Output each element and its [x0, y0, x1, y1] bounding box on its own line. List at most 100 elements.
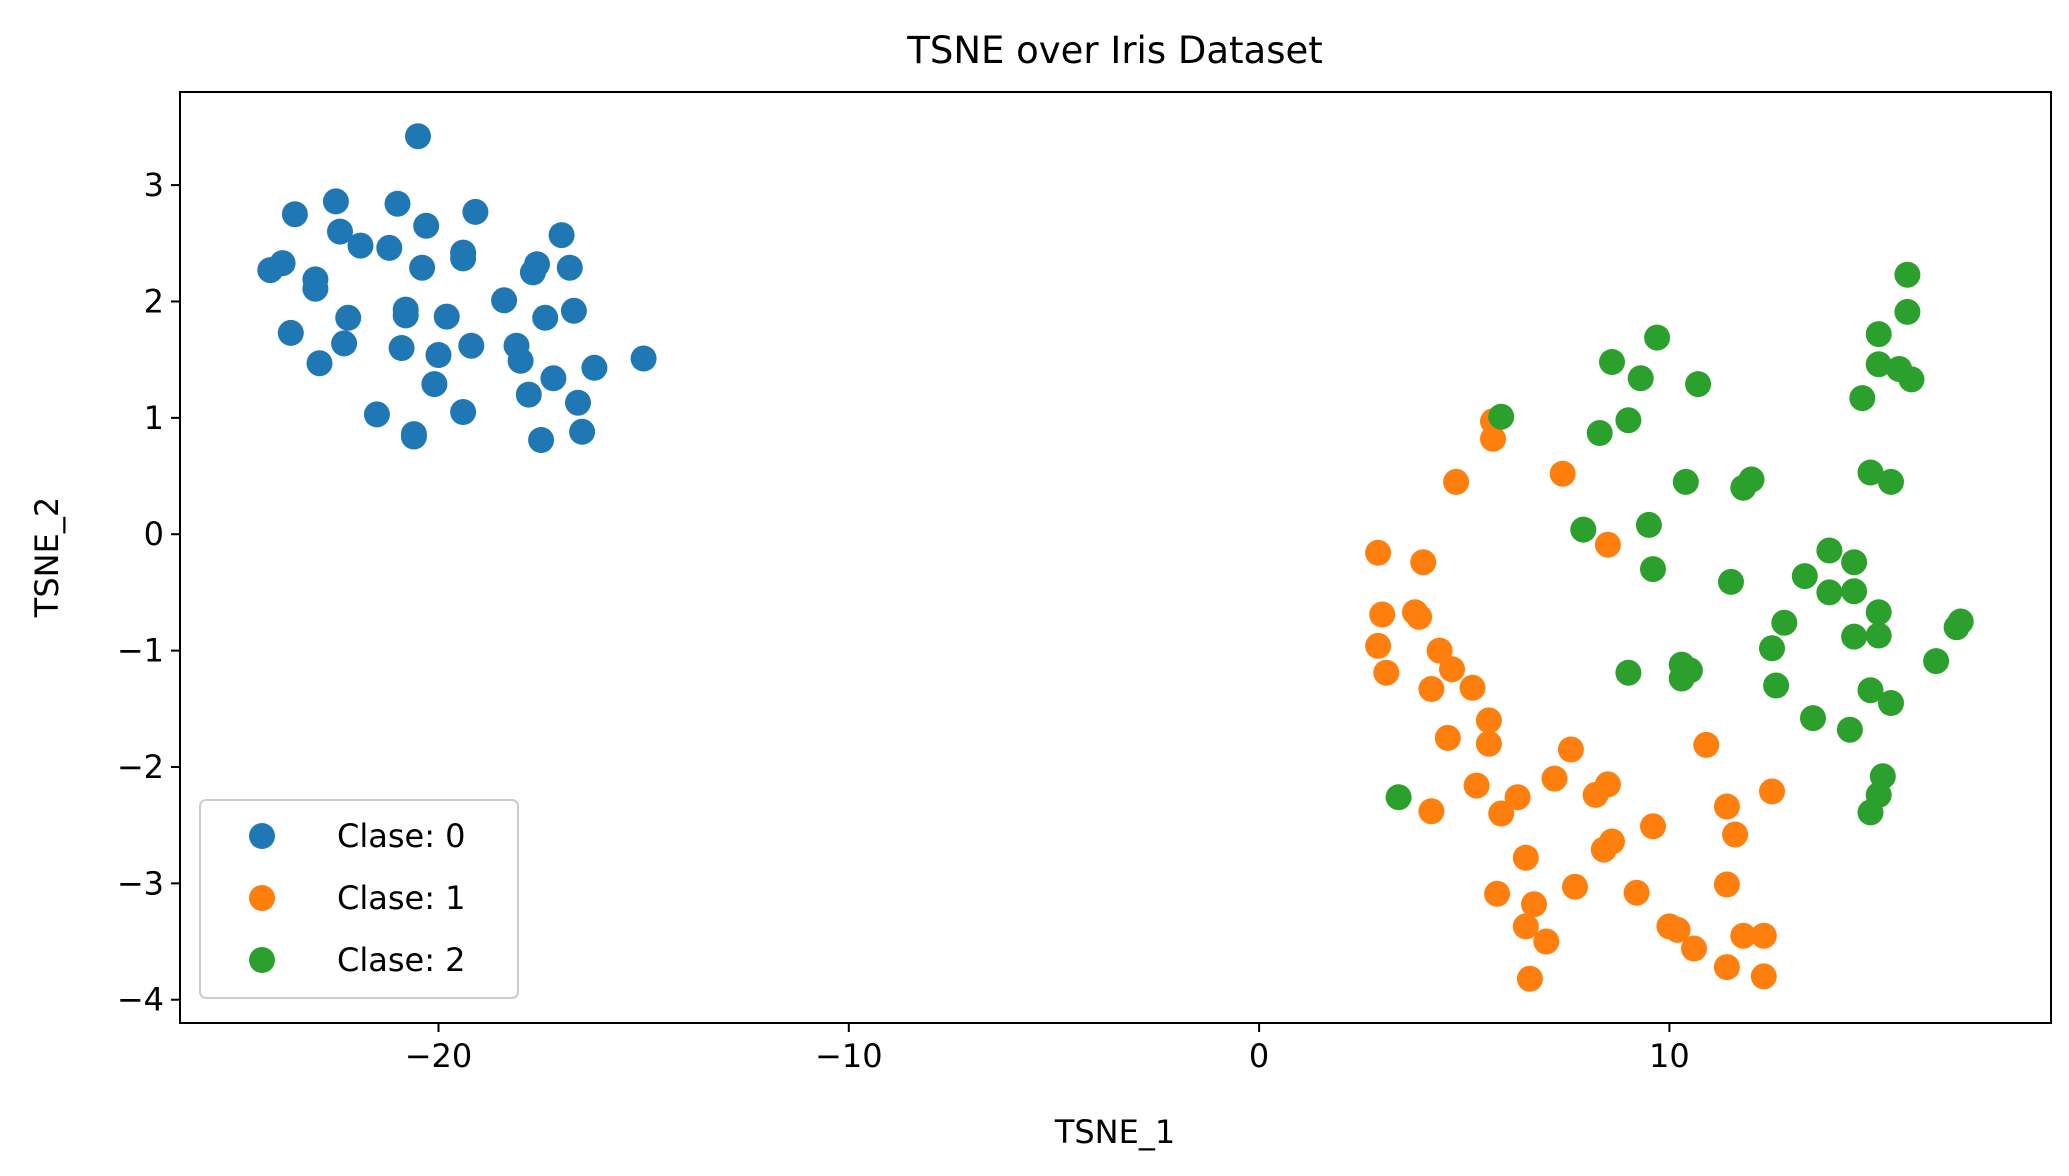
data-point [1443, 468, 1470, 495]
data-point [581, 354, 608, 381]
x-tick-label: 0 [1249, 1037, 1269, 1075]
data-point [1434, 724, 1461, 751]
y-tick-label: 1 [144, 399, 164, 437]
data-point [1722, 821, 1749, 848]
data-point [1730, 922, 1757, 949]
data-point [1841, 623, 1868, 650]
data-point [548, 222, 575, 249]
data-point [433, 303, 460, 330]
data-point [1865, 321, 1892, 348]
legend: Clase: 0 Clase: 1 Clase: 2 [199, 799, 519, 999]
data-point [1800, 705, 1826, 732]
axes-frame [179, 91, 2052, 1024]
data-point [1836, 716, 1863, 743]
data-point [1369, 601, 1396, 628]
data-point [1791, 563, 1818, 590]
data-point [1516, 965, 1543, 992]
data-point [331, 330, 358, 357]
data-point [515, 381, 542, 408]
data-point [363, 401, 390, 428]
data-point [450, 245, 477, 272]
legend-label: Clase: 1 [337, 879, 466, 917]
data-point [1865, 599, 1892, 626]
data-point [413, 212, 440, 239]
data-point [1488, 800, 1515, 827]
legend-label: Clase: 2 [337, 941, 466, 979]
y-tick-label: 0 [144, 515, 164, 553]
data-point [1923, 648, 1950, 675]
data-point [491, 287, 518, 314]
legend-label: Clase: 0 [337, 817, 466, 855]
data-point [630, 345, 657, 372]
data-point [306, 350, 333, 377]
y-tick-label: 3 [144, 166, 164, 204]
data-point [1512, 844, 1539, 871]
series-clase-1 [1365, 408, 1785, 992]
y-tick-label: −2 [117, 748, 164, 786]
data-point [1668, 665, 1695, 692]
data-point [1504, 784, 1531, 811]
data-point [1849, 385, 1876, 412]
data-point [1484, 880, 1511, 907]
data-point [1586, 420, 1613, 446]
data-point [450, 399, 477, 425]
data-point [1713, 871, 1740, 898]
data-point [569, 418, 596, 445]
data-point [1865, 351, 1892, 378]
data-point [1894, 298, 1921, 325]
data-point [1750, 922, 1777, 949]
data-point [1759, 778, 1785, 805]
y-tick-label: 2 [144, 282, 164, 320]
data-point [327, 218, 353, 245]
data-point [1816, 579, 1843, 606]
data-point [1681, 935, 1707, 962]
data-point [1418, 798, 1445, 825]
data-point [322, 188, 349, 215]
data-point [1713, 954, 1740, 981]
data-point [1841, 549, 1868, 576]
data-point [388, 335, 415, 361]
data-point [1943, 614, 1970, 641]
series-clase-0 [257, 123, 657, 453]
data-point [1373, 659, 1400, 686]
data-point [376, 234, 403, 261]
data-point [1365, 632, 1392, 659]
data-point [347, 232, 374, 259]
chart-title: TSNE over Iris Dataset [906, 29, 1323, 72]
data-point [1672, 468, 1699, 495]
legend-marker [249, 947, 275, 973]
data-point [1590, 836, 1617, 863]
x-tick-label: −10 [815, 1037, 883, 1075]
data-point [425, 342, 452, 368]
data-point [1521, 891, 1547, 918]
data-point [458, 332, 485, 359]
data-point [1475, 707, 1502, 734]
data-point [1771, 609, 1798, 636]
data-point [1750, 963, 1777, 990]
x-tick-label: 10 [1649, 1037, 1690, 1075]
data-point [421, 371, 448, 398]
data-point [1878, 468, 1904, 495]
y-tick-label: −3 [117, 864, 164, 902]
data-point [507, 347, 534, 374]
data-point [392, 302, 419, 329]
data-point [1594, 771, 1621, 798]
data-point [1623, 879, 1650, 906]
data-point [1594, 531, 1621, 558]
data-point [1640, 556, 1666, 583]
data-point [1664, 916, 1691, 943]
data-point [277, 319, 304, 346]
data-point [1459, 674, 1486, 701]
data-point [1562, 873, 1588, 900]
legend-marker [249, 823, 275, 849]
data-point [1857, 459, 1884, 486]
y-axis: 3 2 1 0 −1 −2 −3 −4 [117, 166, 180, 1019]
data-point [1857, 799, 1884, 826]
y-axis-label: TSNE_2 [28, 497, 66, 618]
data-point [1439, 656, 1465, 683]
data-point [384, 190, 411, 217]
data-point [1385, 784, 1412, 811]
y-tick-label: −1 [117, 632, 164, 670]
